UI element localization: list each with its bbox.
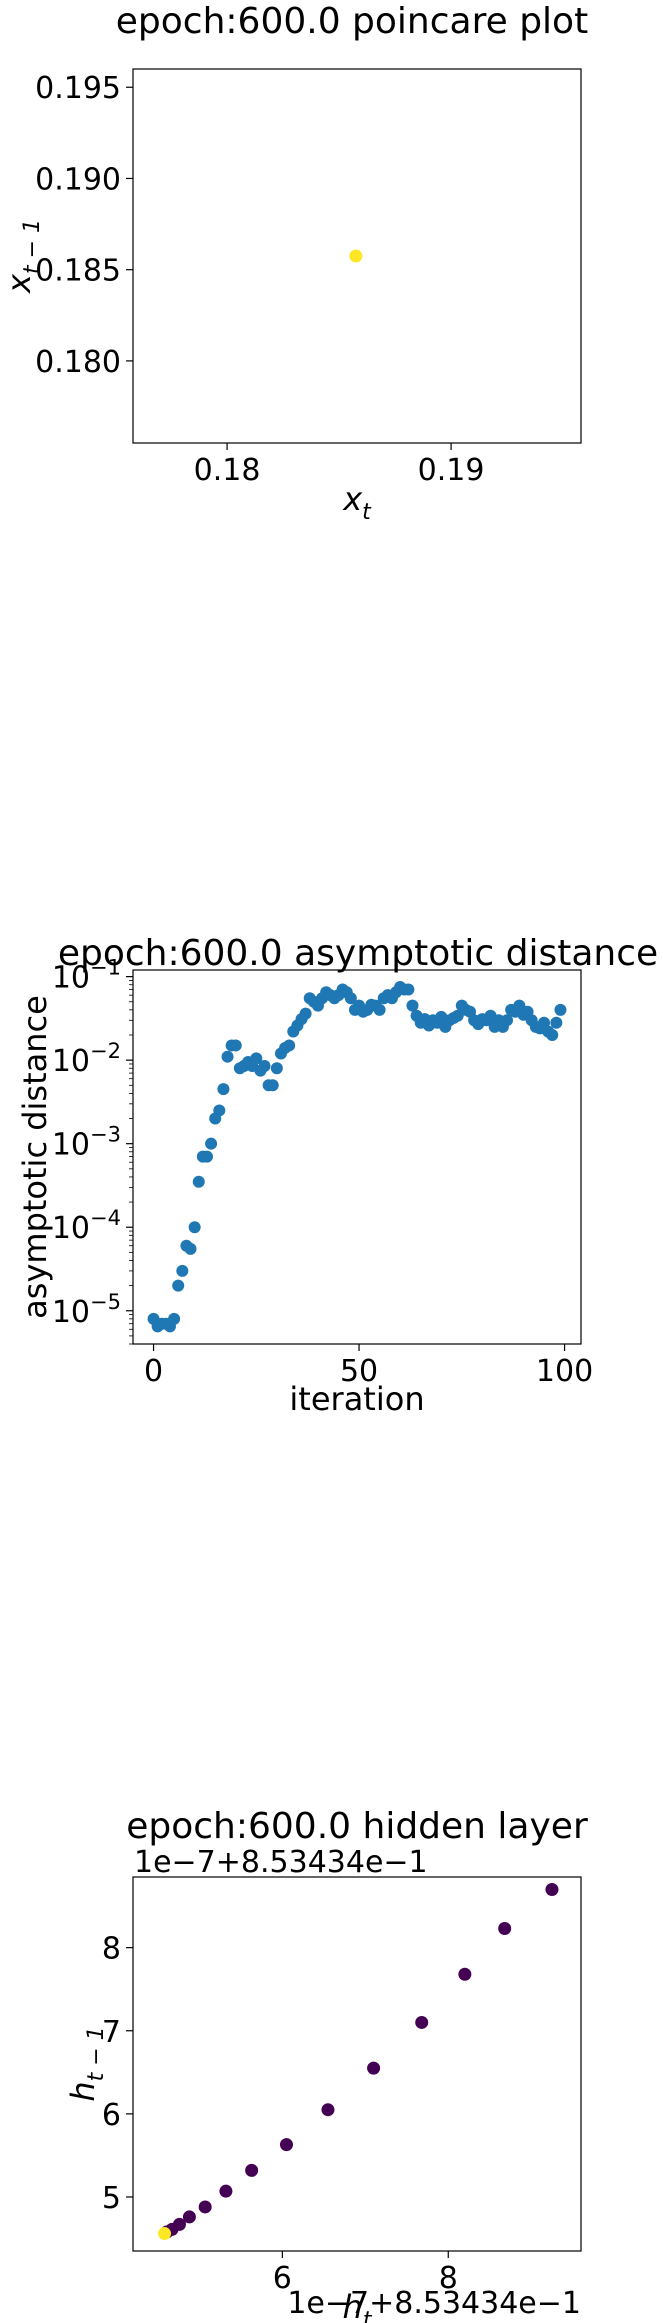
scatter-point bbox=[349, 249, 363, 263]
y-axis-label: asymptotic distance bbox=[16, 995, 54, 1319]
scatter-point bbox=[172, 1279, 185, 1292]
scatter-point bbox=[513, 999, 526, 1012]
y-axis-ticks: 0.180 0.185 0.190 0.195 bbox=[35, 71, 133, 380]
plot-area-frame bbox=[132, 68, 582, 444]
scatter-point bbox=[279, 2138, 293, 2152]
data-points bbox=[147, 981, 567, 1333]
scatter-point bbox=[498, 1922, 512, 1936]
scatter-point bbox=[192, 1175, 205, 1188]
hidden-layer-plot: epoch:600.0 hidden layer 1e−7+8.53434e−1… bbox=[64, 1806, 588, 2323]
x-axis-ticks: 0.18 0.19 bbox=[194, 443, 485, 488]
scatter-point bbox=[213, 1104, 226, 1117]
scatter-point bbox=[245, 2163, 259, 2177]
scatter-point bbox=[373, 1003, 386, 1016]
x-tick-label: 50 bbox=[340, 1354, 378, 1389]
poincare-plot: epoch:600.0 poincare plot 0.18 0.19 0.180… bbox=[0, 1, 588, 525]
scatter-point bbox=[258, 1060, 271, 1073]
scatter-point bbox=[554, 1003, 567, 1016]
scatter-point bbox=[458, 1967, 472, 1981]
y-tick-label: 7 bbox=[102, 2015, 121, 2050]
scatter-point bbox=[184, 1242, 197, 1255]
x-axis-offset-label: 1e−7+8.53434e−1 bbox=[287, 2286, 581, 2321]
scatter-point bbox=[266, 1079, 279, 1092]
y-axis-ticks: 5 6 7 8 bbox=[102, 1932, 133, 2216]
y-tick-label: 5 bbox=[102, 2181, 121, 2216]
x-axis-label: iteration bbox=[289, 1380, 424, 1418]
scatter-point bbox=[283, 1039, 296, 1052]
scatter-point bbox=[219, 2184, 233, 2198]
asymptotic-distance-plot: epoch:600.0 asymptotic distance 0 50 100 1… bbox=[16, 933, 658, 1418]
scatter-point bbox=[200, 1150, 213, 1163]
x-tick-label: 100 bbox=[536, 1354, 593, 1389]
plot-area-frame bbox=[132, 1876, 582, 2252]
scatter-point bbox=[550, 1016, 563, 1029]
x-tick-label: 0.19 bbox=[418, 453, 485, 488]
scatter-point bbox=[501, 1014, 514, 1027]
scatter-point bbox=[168, 1312, 181, 1325]
y-tick-label: 0.185 bbox=[35, 254, 121, 289]
y-tick-label: 0.195 bbox=[35, 71, 121, 106]
scatter-point bbox=[546, 1029, 559, 1042]
scatter-point bbox=[344, 992, 357, 1005]
scatter-point bbox=[415, 2015, 429, 2029]
scatter-point bbox=[176, 1264, 189, 1277]
scatter-point bbox=[406, 999, 419, 1012]
chart-title: epoch:600.0 hidden layer bbox=[126, 1806, 588, 1847]
scatter-point bbox=[299, 1007, 312, 1020]
chart-title: epoch:600.0 asymptotic distance bbox=[58, 933, 658, 974]
scatter-point bbox=[217, 1083, 230, 1096]
scatter-point bbox=[270, 1062, 283, 1075]
scatter-point bbox=[205, 1137, 218, 1150]
y-tick-label: 8 bbox=[102, 1932, 121, 1967]
scatter-point bbox=[158, 2227, 172, 2241]
scatter-point bbox=[221, 1050, 234, 1063]
y-tick-label: 6 bbox=[102, 2098, 121, 2133]
scatter-point bbox=[229, 1039, 242, 1052]
x-tick-label: 0 bbox=[144, 1354, 163, 1389]
scatter-point bbox=[188, 1221, 201, 1234]
data-points bbox=[349, 249, 363, 263]
x-tick-label: 0.18 bbox=[194, 453, 261, 488]
chart-title: epoch:600.0 poincare plot bbox=[116, 1, 588, 42]
scatter-point bbox=[321, 2103, 335, 2117]
x-tick-label: 8 bbox=[439, 2261, 458, 2296]
y-tick-label: 10−3 bbox=[52, 1123, 121, 1163]
scatter-point bbox=[198, 2200, 212, 2214]
x-tick-label: 6 bbox=[273, 2261, 292, 2296]
scatter-point bbox=[250, 1052, 263, 1065]
scatter-point bbox=[367, 2061, 381, 2075]
y-tick-label: 0.190 bbox=[35, 162, 121, 197]
y-tick-label: 0.180 bbox=[35, 345, 121, 380]
scatter-point bbox=[402, 983, 415, 996]
x-axis-ticks: 0 50 100 bbox=[144, 1344, 593, 1389]
data-points bbox=[158, 1882, 559, 2241]
scatter-point bbox=[545, 1882, 559, 1896]
y-axis-offset-label: 1e−7+8.53434e−1 bbox=[134, 1845, 428, 1880]
scatter-point bbox=[182, 2210, 196, 2224]
